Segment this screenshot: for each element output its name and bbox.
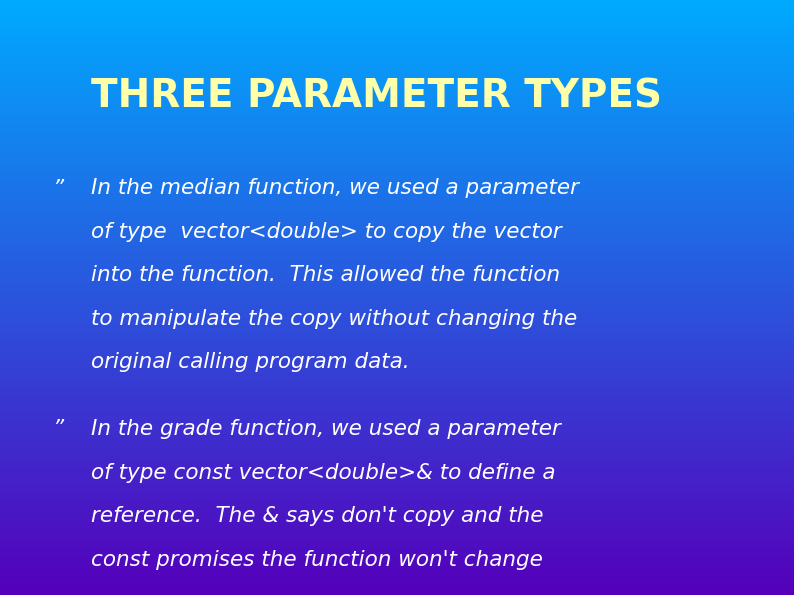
Text: ”: ” xyxy=(52,419,63,440)
Text: ”: ” xyxy=(52,178,63,199)
Text: to manipulate the copy without changing the: to manipulate the copy without changing … xyxy=(91,309,577,329)
Text: into the function.  This allowed the function: into the function. This allowed the func… xyxy=(91,265,561,286)
Text: of type const vector<double>& to define a: of type const vector<double>& to define … xyxy=(91,463,556,483)
Text: of type  vector<double> to copy the vector: of type vector<double> to copy the vecto… xyxy=(91,222,562,242)
Text: const promises the function won't change: const promises the function won't change xyxy=(91,550,543,570)
Text: THREE PARAMETER TYPES: THREE PARAMETER TYPES xyxy=(91,77,662,115)
Text: In the median function, we used a parameter: In the median function, we used a parame… xyxy=(91,178,580,199)
Text: reference.  The & says don't copy and the: reference. The & says don't copy and the xyxy=(91,506,544,527)
Text: In the grade function, we used a parameter: In the grade function, we used a paramet… xyxy=(91,419,561,440)
Text: original calling program data.: original calling program data. xyxy=(91,352,410,372)
